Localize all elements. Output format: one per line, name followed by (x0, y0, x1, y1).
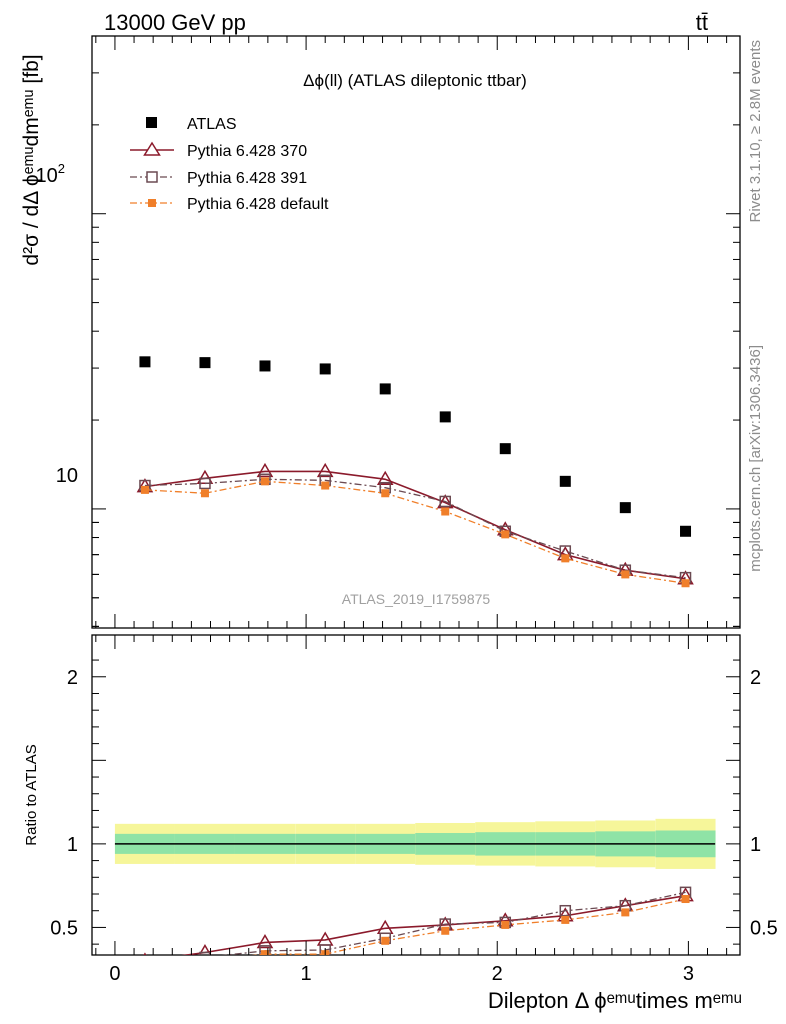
ratio-series-group (140, 886, 694, 967)
main-point-0 (259, 360, 271, 372)
main-point-0 (379, 383, 391, 395)
x-axis-label: Dilepton Δ ϕᵉᵐᵘtimes mᵉᵐᵘ (488, 988, 742, 1013)
ratio-ytick-label-right: 1 (750, 834, 761, 856)
main-point-0 (559, 475, 571, 487)
main-panel-frame (91, 35, 741, 629)
main-series-group (136, 356, 694, 588)
main-series-line-2 (144, 478, 686, 579)
ratio-point-2 (681, 895, 690, 904)
main-point-1 (376, 470, 394, 486)
ratio-point-1 (259, 945, 271, 955)
ratio-ytick-label-left: 1 (67, 834, 78, 856)
main-point-0 (619, 502, 631, 514)
main-point-3 (381, 489, 390, 498)
legend-marker-default (148, 199, 156, 207)
legend-label-370: Pythia 6.428 370 (187, 143, 307, 160)
x-tick-label: 2 (492, 963, 503, 985)
main-point-3 (441, 507, 450, 516)
main-point-0 (499, 443, 511, 455)
mcplots-label: mcplots.cern.ch [arXiv:1306.3436] (747, 345, 764, 572)
rivet-version-label: Rivet 3.1.10, ≥ 2.8M events (747, 40, 764, 223)
ratio-y-ticks: 0.5 0.5 1 1 2 2 (50, 659, 778, 945)
ratio-point-1 (140, 956, 150, 966)
main-point-0 (680, 525, 692, 537)
analysis-title: Δϕ(ll) (ATLAS dileptonic ttbar) (303, 71, 527, 90)
ratio-ytick-label-right: 0.5 (750, 917, 778, 939)
energy-label: 13000 GeV pp (104, 10, 246, 35)
ratio-point-2 (441, 926, 450, 935)
x-tick-label: 3 (683, 963, 694, 985)
main-point-3 (200, 489, 209, 498)
main-point-3 (321, 481, 330, 490)
x-tick-label: 0 (109, 963, 120, 985)
main-point-1 (256, 462, 274, 478)
main-point-3 (260, 477, 269, 486)
legend: ATLAS Pythia 6.428 370 Pythia 6.428 391 … (130, 116, 329, 213)
main-ytick-exponent: 2 (58, 161, 65, 176)
main-y-axis-label: d²σ / dΔ ϕᵉᵐᵘdmᵉᵐᵘ [fb] (20, 54, 43, 265)
main-point-3 (501, 530, 510, 539)
ratio-point-1 (199, 951, 211, 955)
ratio-ytick-label-right: 2 (750, 667, 761, 689)
ratio-ytick-label-left: 0.5 (50, 917, 78, 939)
ratio-point-2 (561, 915, 570, 924)
ratio-series-line-0 (181, 894, 686, 955)
main-series-line-1 (144, 470, 686, 580)
main-point-1 (316, 462, 334, 478)
legend-label-391: Pythia 6.428 391 (187, 170, 307, 187)
ratio-uncertainty-band (114, 818, 716, 869)
ratio-point-2 (201, 957, 209, 965)
main-series-line-3 (144, 480, 686, 584)
process-label: tt̄ (696, 10, 708, 35)
ratio-panel-frame (91, 634, 741, 956)
main-point-0 (139, 356, 151, 368)
ratio-point-2 (141, 959, 149, 967)
ratio-point-2 (621, 908, 630, 917)
ratio-point-1 (559, 904, 572, 917)
main-point-0 (319, 363, 331, 375)
x-ticks: 0 1 2 3 (95, 36, 728, 985)
main-ytick-10-base: 10 (36, 165, 58, 187)
main-ytick-label-10: 10 (56, 465, 78, 487)
ratio-point-0 (256, 933, 274, 949)
legend-label-default: Pythia 6.428 default (187, 196, 329, 213)
main-point-3 (681, 579, 690, 588)
ratio-y-axis-label: Ratio to ATLAS (23, 744, 40, 845)
legend-marker-391 (146, 171, 158, 183)
ratio-point-0 (198, 944, 212, 955)
legend-marker-atlas (146, 117, 157, 128)
main-point-3 (561, 554, 570, 563)
ratio-series-line-2 (251, 898, 686, 955)
main-point-2 (199, 477, 211, 490)
main-point-2 (439, 495, 451, 508)
legend-marker-370 (143, 141, 161, 156)
ratio-ytick-label-left: 2 (67, 667, 78, 689)
ratio-point-2 (381, 936, 390, 945)
main-point-3 (621, 570, 630, 579)
ratio-point-2 (501, 920, 510, 929)
main-point-3 (140, 485, 149, 494)
ratio-point-2 (260, 950, 269, 955)
main-point-0 (199, 357, 211, 369)
legend-label-atlas: ATLAS (187, 116, 237, 133)
main-ytick-label-100: 102 (36, 161, 65, 187)
ratio-series-line-1 (221, 891, 686, 955)
analysis-watermark: ATLAS_2019_I1759875 (342, 591, 491, 607)
x-tick-label: 1 (301, 963, 312, 985)
main-point-0 (439, 411, 451, 423)
